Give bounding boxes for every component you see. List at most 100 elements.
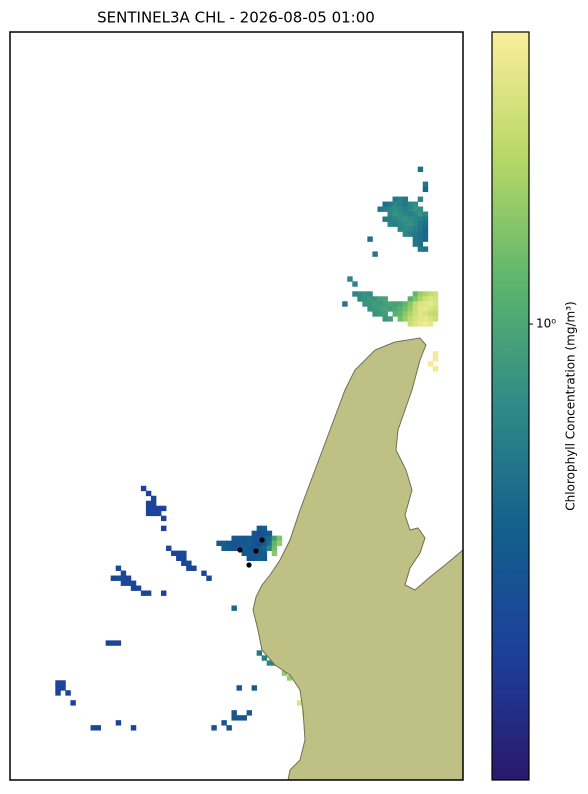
colorbar-tick-label: 10⁰ [536,317,556,331]
chl-cell [251,540,258,547]
chl-cell [231,715,237,721]
chl-cell [372,306,378,312]
chl-cell [125,575,132,581]
land [252,337,464,781]
chl-cell [251,535,258,542]
chl-cell [407,226,414,232]
chl-cell [422,246,429,252]
chl-cell [377,311,383,317]
chl-cell [432,311,439,317]
chl-cell [55,690,61,696]
chl-cell [176,555,182,561]
chl-cell [130,585,137,591]
chl-cell [382,296,388,302]
chl-cell [412,291,419,297]
chl-cell [115,640,122,646]
chl-cell [181,560,187,566]
chl-cell [382,206,388,212]
chl-cell [417,296,424,302]
chl-cell [422,316,429,322]
chl-cell [382,216,388,222]
chl-cell [422,226,429,232]
chl-cell [161,590,167,596]
chl-cell [266,540,273,547]
chl-cell [392,206,398,212]
chl-cell [427,296,434,302]
chl-cell [246,550,252,556]
chl-cell [246,540,252,547]
chl-cell [387,301,393,307]
chl-cell [412,221,419,227]
chl-cell [407,211,414,217]
station-marker [259,537,265,543]
colorbar [491,31,530,781]
chl-cell [422,291,429,297]
chl-cell [402,206,409,212]
chl-cell [422,301,429,307]
chl-cell [382,301,388,307]
chl-cell [236,535,242,542]
chl-cell [392,221,398,227]
chl-cell [412,306,419,312]
chl-cell [392,196,398,202]
chl-cell [145,590,152,596]
station-marker [253,548,259,554]
chl-cell [176,550,182,556]
chl-cell [266,535,273,542]
chl-cell [246,710,252,716]
chl-cell [221,720,227,726]
chl-cell [256,555,263,561]
chl-cell [432,296,439,302]
chl-cell [412,216,419,222]
chl-cell [402,196,409,202]
chl-cell [412,301,419,307]
chl-cell [417,321,424,327]
chl-cell [367,236,373,242]
chl-cell [115,565,122,571]
chl-cell [372,296,378,302]
chl-cell [251,550,258,556]
chl-cell [150,505,157,512]
chl-cell [95,725,101,731]
chl-cell [145,510,152,517]
chl-cell [427,306,434,312]
chl-cell [397,316,403,322]
chl-cell [397,301,403,307]
chl-cell [271,550,278,556]
chl-cell [412,211,419,217]
chl-cell [115,575,122,581]
chl-cell [427,361,434,367]
chl-cell [412,231,419,237]
chl-cell [55,680,61,686]
chl-cell [387,216,393,222]
chl-cell [357,296,363,302]
chl-cell [362,301,368,307]
chl-cell [221,545,227,552]
chl-cell [261,540,268,547]
chl-cell [417,231,424,237]
chl-cell [392,306,398,312]
chl-cell [125,580,132,586]
chl-cell [276,540,283,547]
chl-cell [422,211,429,217]
chl-cell [226,540,232,547]
chl-cell [241,540,247,547]
chl-cell [412,296,419,302]
chl-cell [382,306,388,312]
chl-cell [110,575,117,581]
chl-cell [412,241,419,247]
chl-cell [377,206,383,212]
chl-cell [367,291,373,297]
chl-cell [392,201,398,207]
chl-cell [241,715,247,721]
chl-cell [362,296,368,302]
chl-cell [422,186,429,192]
chl-cell [422,321,429,327]
chl-cell [251,555,258,561]
chl-cell [362,291,368,297]
chl-cell [65,690,71,696]
chart-title: SENTINEL3A CHL - 2026-08-05 01:00 [97,9,375,27]
chl-cell [271,540,278,547]
chl-cell [211,725,217,731]
